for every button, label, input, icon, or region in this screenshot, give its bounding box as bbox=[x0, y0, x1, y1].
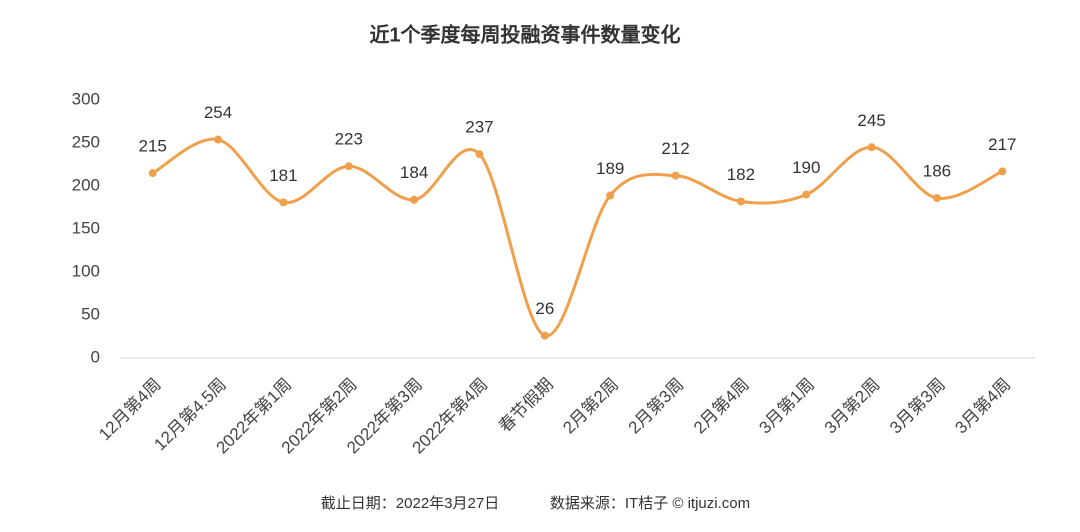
value-label: 212 bbox=[661, 139, 689, 158]
source-note: 数据来源：IT桔子 © itjuzi.com bbox=[550, 495, 750, 512]
point bbox=[410, 195, 419, 204]
y-tick-label: 300 bbox=[72, 89, 100, 108]
point bbox=[606, 191, 615, 200]
x-tick-label: 2月第3周 bbox=[625, 375, 688, 438]
value-label: 223 bbox=[335, 130, 363, 149]
x-tick-label: 3月第4周 bbox=[951, 375, 1014, 438]
point bbox=[932, 194, 941, 203]
y-tick-label: 100 bbox=[72, 261, 100, 280]
value-label: 184 bbox=[400, 163, 428, 182]
point bbox=[475, 150, 484, 159]
x-tick-label: 春节假期 bbox=[495, 375, 557, 437]
value-label: 237 bbox=[465, 118, 493, 137]
y-tick-label: 250 bbox=[72, 132, 100, 151]
y-tick-label: 0 bbox=[91, 347, 100, 366]
value-label: 26 bbox=[535, 299, 554, 318]
y-tick-label: 150 bbox=[72, 218, 100, 237]
x-tick-label: 12月第4周 bbox=[95, 375, 165, 445]
line bbox=[151, 137, 1003, 338]
y-tick-label: 50 bbox=[81, 304, 100, 323]
value-label: 245 bbox=[857, 111, 885, 130]
point bbox=[802, 190, 811, 199]
x-tick-label: 3月第3周 bbox=[886, 375, 949, 438]
x-tick-label: 3月第2周 bbox=[821, 375, 884, 438]
point bbox=[214, 135, 223, 144]
value-label: 182 bbox=[727, 165, 755, 184]
point bbox=[279, 198, 288, 207]
point bbox=[540, 331, 549, 340]
x-tick-label: 3月第1周 bbox=[755, 375, 818, 438]
x-tick-label: 2月第2周 bbox=[559, 375, 622, 438]
chart-title: 近1个季度每周投融资事件数量变化 bbox=[369, 22, 680, 46]
value-label: 215 bbox=[138, 137, 166, 156]
point bbox=[736, 197, 745, 206]
value-label: 189 bbox=[596, 159, 624, 178]
point bbox=[148, 169, 157, 178]
value-label: 217 bbox=[988, 135, 1016, 154]
value-label: 186 bbox=[923, 162, 951, 181]
point bbox=[671, 171, 680, 180]
value-label: 190 bbox=[792, 158, 820, 177]
date-note: 截止日期：2022年3月27日 bbox=[321, 495, 499, 512]
value-label: 181 bbox=[269, 166, 297, 185]
x-tick-label: 2月第4周 bbox=[690, 375, 753, 438]
point bbox=[998, 167, 1007, 176]
value-label: 254 bbox=[204, 103, 232, 122]
y-tick-label: 200 bbox=[72, 175, 100, 194]
point bbox=[867, 143, 876, 152]
point bbox=[344, 162, 353, 171]
